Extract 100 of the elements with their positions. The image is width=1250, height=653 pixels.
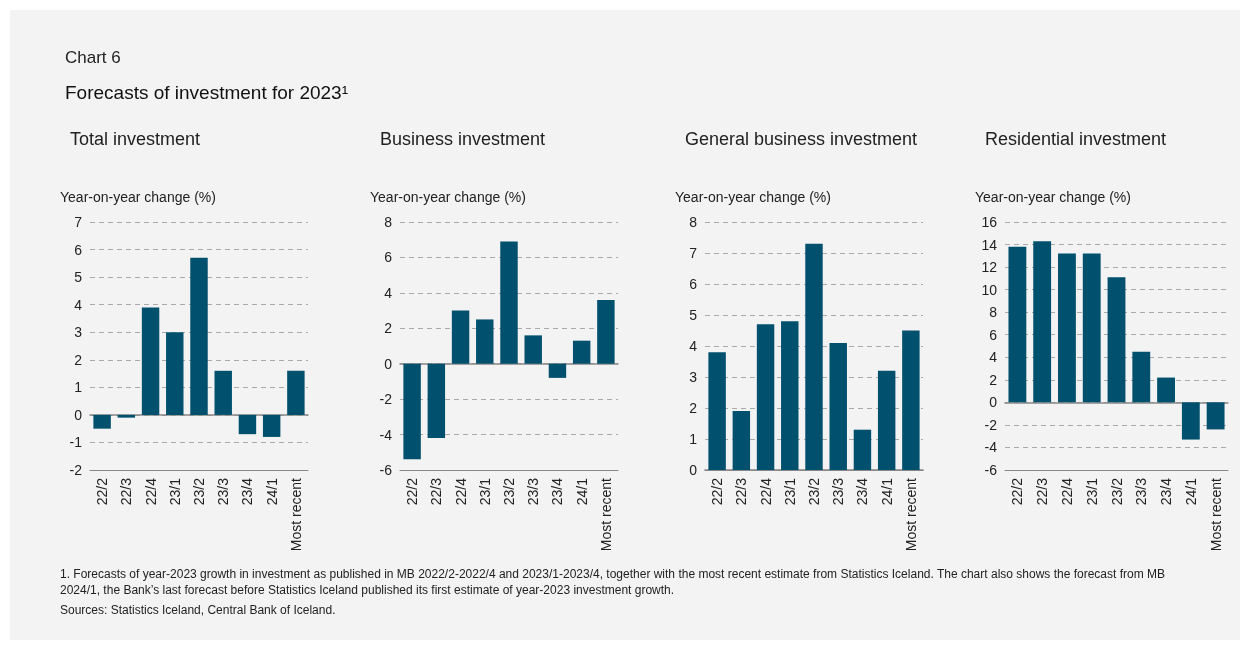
bar [781,321,799,470]
x-tick-label: 23/3 [215,477,232,506]
y-tick-label: 8 [384,214,393,230]
y-tick-label: 16 [981,214,998,230]
y-tick-label: 1 [74,379,83,396]
y-axis-title: Year-on-year change (%) [975,189,1131,205]
bar [1206,402,1225,430]
x-tick-label: Most recent [597,477,614,552]
bar [117,414,136,418]
bar [732,411,751,470]
bar [214,370,232,415]
y-tick-label: -4 [984,439,998,456]
chart-title: Total investment [70,129,201,149]
x-tick-label: 22/2 [404,477,421,506]
y-tick-label: 0 [384,355,393,372]
x-tick-label: Most recent [902,477,919,552]
y-tick-label: -1 [69,434,83,451]
y-tick-label: -6 [984,462,998,478]
y-tick-label: 0 [689,462,698,478]
y-tick-label: -6 [379,462,393,478]
bar [166,332,184,415]
bar [287,370,305,415]
bar [1058,253,1076,403]
x-tick-label: 22/2 [709,477,726,506]
bar [1107,277,1126,403]
x-tick-label: 23/3 [1133,477,1150,506]
x-tick-label: 23/3 [830,477,847,506]
y-tick-label: 6 [989,326,998,343]
x-tick-label: 22/3 [118,477,135,506]
x-tick-label: 23/1 [1083,477,1100,506]
y-tick-label: 12 [981,259,998,276]
y-tick-label: 8 [989,304,998,321]
y-axis-title: Year-on-year change (%) [370,189,526,205]
bar [238,414,257,435]
x-tick-label: 24/1 [1182,477,1199,506]
x-tick-label: 22/3 [428,477,445,506]
bar [902,330,920,470]
y-tick-label: 7 [689,245,698,261]
y-tick-label: -4 [379,426,393,443]
bar [476,319,494,364]
x-tick-label: 22/2 [1009,477,1026,506]
y-tick-label: 8 [689,214,698,230]
bar [829,342,847,470]
bar [597,299,615,364]
x-tick-label: 23/2 [1108,477,1125,506]
x-tick-label: 24/1 [573,477,590,506]
y-axis-title: Year-on-year change (%) [675,189,831,205]
x-tick-label: 23/1 [166,477,183,506]
x-tick-label: 22/2 [94,477,111,506]
x-tick-label: 23/4 [239,477,256,506]
y-tick-label: -2 [984,416,998,433]
bar [403,363,421,460]
bar [756,324,775,470]
bar [1008,246,1027,403]
y-tick-label: 7 [74,214,83,230]
x-tick-label: 22/4 [757,477,774,506]
y-tick-label: 10 [981,281,998,298]
bar [805,243,823,470]
y-axis-title: Year-on-year change (%) [60,189,216,205]
x-tick-label: 23/1 [781,477,798,506]
x-tick-label: 22/4 [142,477,159,506]
y-tick-label: 6 [74,241,83,258]
bar [190,257,208,415]
y-tick-label: 2 [74,351,83,368]
y-tick-label: 6 [384,249,393,266]
chart-title: Business investment [380,129,546,149]
y-tick-label: 1 [689,431,698,447]
source-note: Sources: Statistics Iceland, Central Bank of Iceland. [60,602,337,618]
bar [708,352,726,470]
bar [877,370,896,470]
x-tick-label: 23/2 [501,477,517,506]
y-tick-label: 2 [689,400,698,416]
y-tick-label: -2 [379,391,393,408]
x-tick-label: 24/1 [263,477,280,506]
y-tick-label: -2 [69,462,83,478]
x-tick-label: 23/4 [854,477,871,506]
x-tick-label: 23/1 [476,477,493,506]
bar [500,241,518,364]
bar [451,310,470,364]
bar [853,429,872,470]
bar [93,414,111,429]
y-tick-label: 3 [689,369,698,385]
text: 1. Forecasts of year-2023 growth in investment as published in MB 2022/2-2022/4 and 2023/1-2023/4, together with the most recent estimate from Statistics Iceland. The chart also shows the forecast from MB 2024/1, the Bank’s last forecast before Statistics Iceland published its first estimate of year-2023 investment growth. [60,566,1167,598]
chart-title: General business investment [685,129,918,149]
x-tick-label: 23/4 [1158,477,1175,506]
y-tick-label: 0 [74,406,83,423]
x-tick-label: 22/3 [1034,477,1051,506]
bar [572,340,591,364]
bar [1082,253,1101,403]
y-tick-label: 5 [689,307,698,323]
bar [1181,402,1200,440]
bar [548,363,567,378]
y-tick-label: 14 [981,236,998,253]
bar [427,363,446,439]
bar [1132,351,1151,403]
y-tick-label: 2 [384,320,393,337]
y-tick-label: 3 [74,324,83,341]
y-tick-label: 4 [384,284,393,301]
y-tick-label: 2 [989,371,998,388]
y-tick-label: 4 [74,296,83,313]
